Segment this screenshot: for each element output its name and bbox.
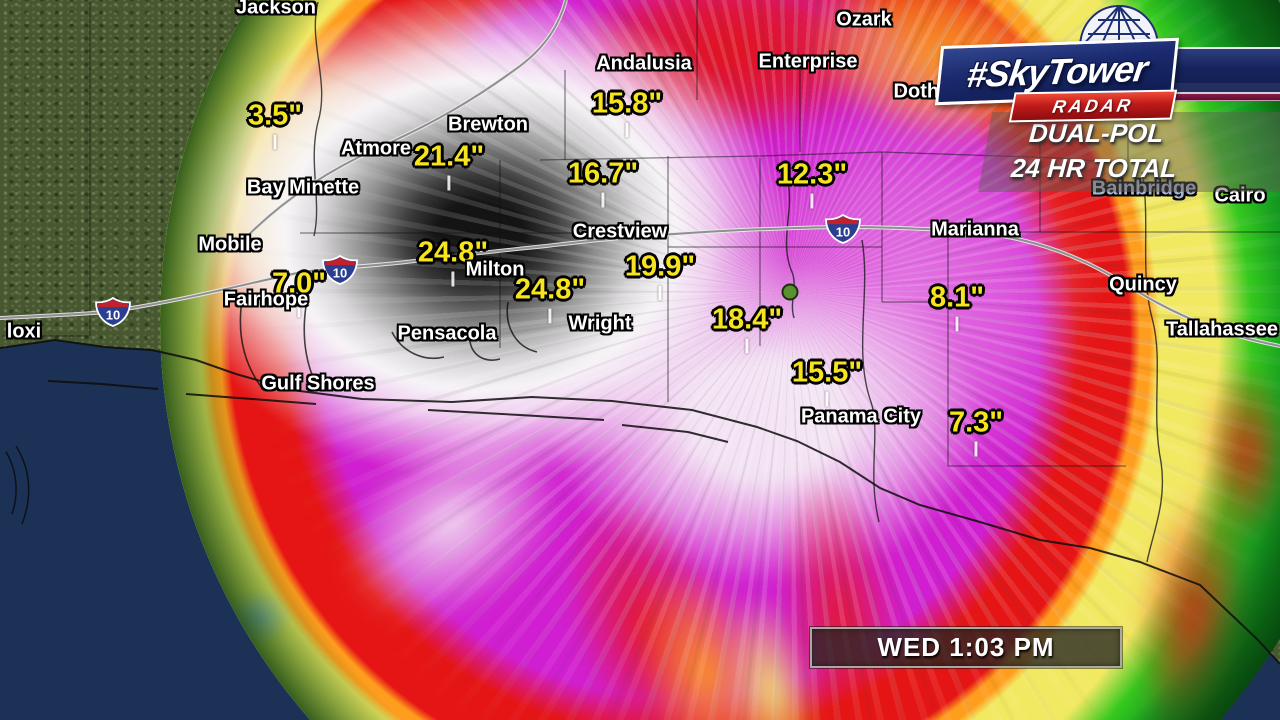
city-label-cairo: Cairo xyxy=(1214,184,1266,207)
rain-value-pointer-tick xyxy=(548,308,552,324)
city-label-tallahassee: Tallahassee xyxy=(1166,318,1278,341)
rain-total-value: 15.8" xyxy=(592,88,662,138)
city-label-jackson: Jackson xyxy=(235,0,317,19)
svg-text:10: 10 xyxy=(333,266,347,281)
city-label-panama-city: Panama City xyxy=(800,405,922,428)
rain-total-value: 18.4" xyxy=(712,304,782,354)
city-label-mobile: Mobile xyxy=(198,233,262,256)
city-label-pensacola: Pensacola xyxy=(397,322,497,345)
chandeleur-islands xyxy=(5,445,30,525)
city-label-gulf-shores: Gulf Shores xyxy=(261,372,375,395)
barrier-island xyxy=(47,380,159,390)
radar-ribbon: RADAR xyxy=(1008,89,1178,123)
barrier-island xyxy=(427,409,605,421)
skytower-logo-text: #SkyTower xyxy=(964,47,1150,95)
city-label-fairhope: Fairhope xyxy=(223,288,309,311)
city-label-brewton: Brewton xyxy=(448,113,528,136)
rain-value-pointer-tick xyxy=(297,302,301,318)
rain-value-pointer-tick xyxy=(658,285,662,301)
rain-total-value: 21.4" xyxy=(414,141,484,191)
rain-total-value: 24.8" xyxy=(515,274,585,324)
rain-total-value: 24.8" xyxy=(418,237,488,287)
rain-total-value: 16.7" xyxy=(568,158,638,208)
rain-total-value: 15.5" xyxy=(792,357,862,407)
rain-value-pointer-tick xyxy=(825,391,829,407)
city-label-crestview: Crestview xyxy=(572,220,668,243)
rain-value-pointer-tick xyxy=(974,441,978,457)
rain-value-pointer-tick xyxy=(625,122,629,138)
city-label-enterprise: Enterprise xyxy=(758,50,858,73)
timestamp-bar: WED 1:03 PM xyxy=(810,627,1122,668)
city-label-marianna: Marianna xyxy=(931,218,1019,241)
product-line-24hr-total: 24 HR TOTAL xyxy=(1010,153,1178,184)
skytower-tower-icon xyxy=(1078,4,1160,48)
rivers xyxy=(313,1,1164,563)
radar-ribbon-text: RADAR xyxy=(1051,94,1136,117)
rain-total-value: 8.1" xyxy=(930,282,984,332)
timestamp-text: WED 1:03 PM xyxy=(877,632,1055,662)
rain-value-pointer-tick xyxy=(601,192,605,208)
interstate-10-shield: 10 xyxy=(322,254,358,286)
radar-site-marker xyxy=(781,283,799,301)
rain-value-pointer-tick xyxy=(273,134,277,150)
rain-total-value: 19.9" xyxy=(625,251,695,301)
city-label-andalusia: Andalusia xyxy=(596,52,692,75)
interstate-10-shield: 10 xyxy=(95,296,131,328)
barrier-island xyxy=(621,424,729,443)
brand-maroon-strip xyxy=(1085,94,1280,101)
rain-total-value: 3.5" xyxy=(248,100,302,150)
rain-total-value: 7.3" xyxy=(949,407,1003,457)
svg-text:10: 10 xyxy=(106,308,120,323)
barrier-island xyxy=(185,393,317,405)
svg-text:10: 10 xyxy=(836,225,850,240)
coastline xyxy=(0,338,1280,665)
city-label-loxi: loxi xyxy=(6,320,42,343)
city-label-wright: Wright xyxy=(568,312,632,335)
city-label-ozark: Ozark xyxy=(836,8,892,31)
rain-value-pointer-tick xyxy=(955,316,959,332)
city-label-bainbridge: Bainbridge xyxy=(1091,177,1197,200)
rain-total-value: 12.3" xyxy=(777,159,847,209)
rain-value-pointer-tick xyxy=(745,338,749,354)
rain-value-pointer-tick xyxy=(810,193,814,209)
product-title: DUAL-POL 24 HR TOTAL xyxy=(1003,116,1188,186)
city-label-quincy: Quincy xyxy=(1109,273,1177,296)
county-state-lines xyxy=(2,0,1280,467)
roads xyxy=(0,0,1280,348)
rain-value-pointer-tick xyxy=(451,271,455,287)
city-label-bay-minette: Bay Minette xyxy=(246,176,360,199)
rain-total-value: 7.0" xyxy=(272,268,326,318)
city-label-atmore: Atmore xyxy=(340,137,412,160)
bays-and-inlets xyxy=(239,299,538,392)
rain-value-pointer-tick xyxy=(447,175,451,191)
city-label-milton: Milton xyxy=(465,258,525,281)
interstate-10-shield: 10 xyxy=(825,213,861,245)
